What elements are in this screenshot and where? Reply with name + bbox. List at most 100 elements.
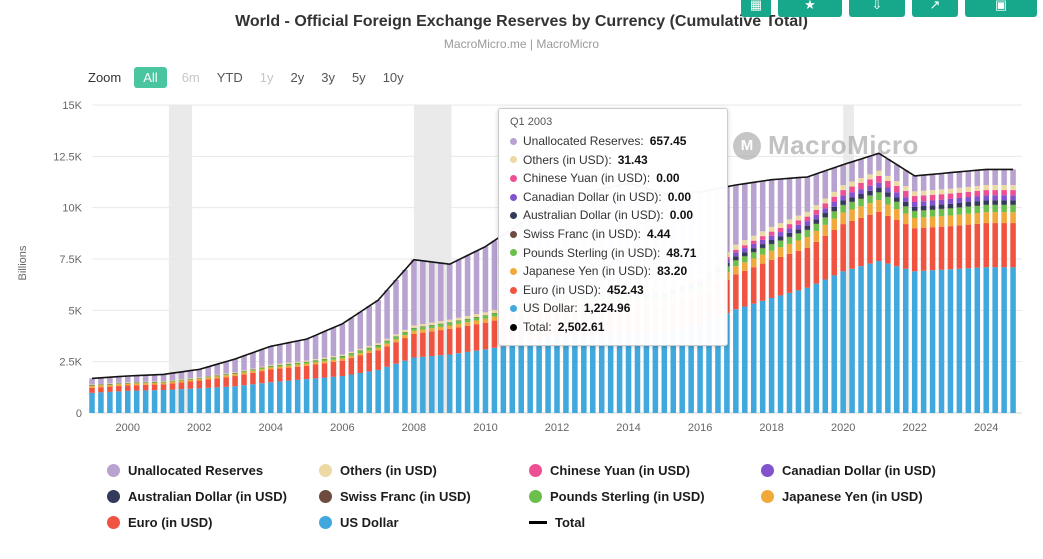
legend-item-pounds-sterling[interactable]: Pounds Sterling (in USD) [529,487,761,505]
favorite-icon: ★ [804,0,816,12]
legend-item-japanese-yen[interactable]: Japanese Yen (in USD) [761,487,936,505]
legend-label: Canadian Dollar (in USD) [782,462,936,478]
series-bullet-icon [510,267,517,275]
tooltip-series-label: Total: [523,319,552,334]
legend-item-us-dollar[interactable]: US Dollar [319,513,529,531]
tooltip-row: Japanese Yen (in USD): 83.20 [510,262,716,281]
tooltip-series-label: Euro (in USD): [523,282,602,297]
legend-label: Japanese Yen (in USD) [782,488,923,504]
tooltip-series-label: US Dollar: [523,301,578,316]
legend-label: Australian Dollar (in USD) [128,488,287,504]
svg-text:15K: 15K [62,100,82,112]
swiss-franc-swatch-icon [319,489,332,503]
svg-text:0: 0 [76,408,82,420]
table-view-button[interactable]: ▦ [741,0,771,17]
tooltip-row: Euro (in USD): 452.43 [510,281,716,300]
tooltip-series-label: Chinese Yuan (in USD): [523,171,651,186]
legend-item-canadian-dollar[interactable]: Canadian Dollar (in USD) [761,461,936,479]
tooltip-series-label: Swiss Franc (in USD): [523,226,642,241]
zoom-label: Zoom [88,70,122,85]
fullscreen-button[interactable]: ▣ [965,0,1037,17]
svg-text:2.5K: 2.5K [59,357,82,369]
svg-text:2016: 2016 [688,422,712,434]
series-bullet-icon [510,230,517,238]
canadian-dollar-swatch-icon [761,463,774,477]
tooltip-title: Q1 2003 [510,116,553,128]
zoom-range-10y[interactable]: 10y [382,70,404,85]
legend-item-swiss-franc[interactable]: Swiss Franc (in USD) [319,487,529,505]
legend-label: Unallocated Reserves [128,462,264,478]
page-subtitle: MacroMicro.me | MacroMicro [443,37,600,51]
zoom-range-5y[interactable]: 5y [351,70,366,85]
zoom-range-3y[interactable]: 3y [321,70,335,85]
legend-item-total[interactable]: Total [529,513,761,531]
us-dollar-swatch-icon [319,515,332,529]
legend-item-australian-dollar[interactable]: Australian Dollar (in USD) [107,487,319,505]
zoom-range-all[interactable]: All [134,67,167,88]
svg-text:2018: 2018 [759,422,783,434]
tooltip-series-value: 1,224.96 [583,301,631,316]
download-icon: ⇩ [871,0,883,12]
svg-text:2010: 2010 [473,422,497,434]
series-bullet-icon [510,286,517,294]
tooltip-row: Canadian Dollar (in USD): 0.00 [510,188,716,207]
legend-item-others-usd[interactable]: Others (in USD) [319,461,529,479]
svg-text:2000: 2000 [116,422,140,434]
svg-text:2002: 2002 [187,422,211,434]
zoom-range-1y[interactable]: 1y [259,70,274,85]
tooltip-series-value: 2,502.61 [557,319,605,334]
favorite-button[interactable]: ★ [778,0,842,17]
header-action-buttons: ▦ ★ ⇩ ↗ ▣ [741,0,1037,17]
pounds-sterling-swatch-icon [529,489,542,503]
tooltip-row: Swiss Franc (in USD): 4.44 [510,225,716,244]
tooltip-series-value: 83.20 [657,264,688,279]
zoom-range-2y[interactable]: 2y [290,70,305,85]
tooltip-series-value: 0.00 [669,208,694,223]
tooltip-row: Total: 2,502.61 [510,318,716,337]
japanese-yen-swatch-icon [761,489,774,503]
svg-text:2022: 2022 [902,422,926,434]
series-bullet-icon [510,305,517,313]
unallocated-reserves-swatch-icon [107,463,120,477]
svg-text:2020: 2020 [831,422,855,434]
svg-text:2008: 2008 [402,422,426,434]
svg-text:2006: 2006 [330,422,354,434]
chart-tooltip: Q1 2003 Unallocated Reserves: 657.45 Othe… [498,108,728,346]
legend-item-unallocated-reserves[interactable]: Unallocated Reserves [107,461,319,479]
svg-text:5K: 5K [69,305,83,317]
legend-label: Total [555,514,586,530]
series-bullet-icon [510,249,517,257]
table-view-icon: ▦ [749,0,763,12]
tooltip-rows: Unallocated Reserves: 657.45 Others (in U… [510,132,716,337]
chart-legend: Unallocated Reserves Others (in USD) Chine… [107,461,936,531]
tooltip-series-value: 0.00 [667,189,692,204]
zoom-range-group: All 6m YTD 1y 2y 3y 5y 10y [134,67,405,88]
svg-text:12.5K: 12.5K [53,151,82,163]
legend-label: Chinese Yuan (in USD) [550,462,690,478]
legend-label: Pounds Sterling (in USD) [550,488,705,504]
series-bullet-icon [510,174,517,182]
legend-label: Euro (in USD) [128,514,213,530]
legend-item-euro[interactable]: Euro (in USD) [107,513,319,531]
tooltip-series-label: Unallocated Reserves: [523,134,644,148]
share-button[interactable]: ↗ [912,0,958,17]
tooltip-series-value: 48.71 [666,245,697,260]
tooltip-series-label: Others (in USD): [523,152,612,167]
total-line-swatch-icon [529,520,547,524]
series-bullet-icon [510,193,517,201]
tooltip-row: Australian Dollar (in USD): 0.00 [510,206,716,225]
zoom-range-6m[interactable]: 6m [181,70,200,85]
tooltip-row: Unallocated Reserves: 657.45 [510,132,716,151]
tooltip-series-label: Canadian Dollar (in USD): [523,189,662,204]
legend-item-chinese-yuan[interactable]: Chinese Yuan (in USD) [529,461,761,479]
tooltip-row: Chinese Yuan (in USD): 0.00 [510,169,716,188]
series-bullet-icon [510,212,517,220]
share-icon: ↗ [929,0,941,12]
zoom-range-ytd[interactable]: YTD [216,70,243,85]
tooltip-series-label: Pounds Sterling (in USD): [523,245,661,260]
download-button[interactable]: ⇩ [849,0,905,17]
svg-text:Billions: Billions [17,245,29,280]
legend-label: Swiss Franc (in USD) [340,488,471,504]
tooltip-row: Others (in USD): 31.43 [510,151,716,170]
